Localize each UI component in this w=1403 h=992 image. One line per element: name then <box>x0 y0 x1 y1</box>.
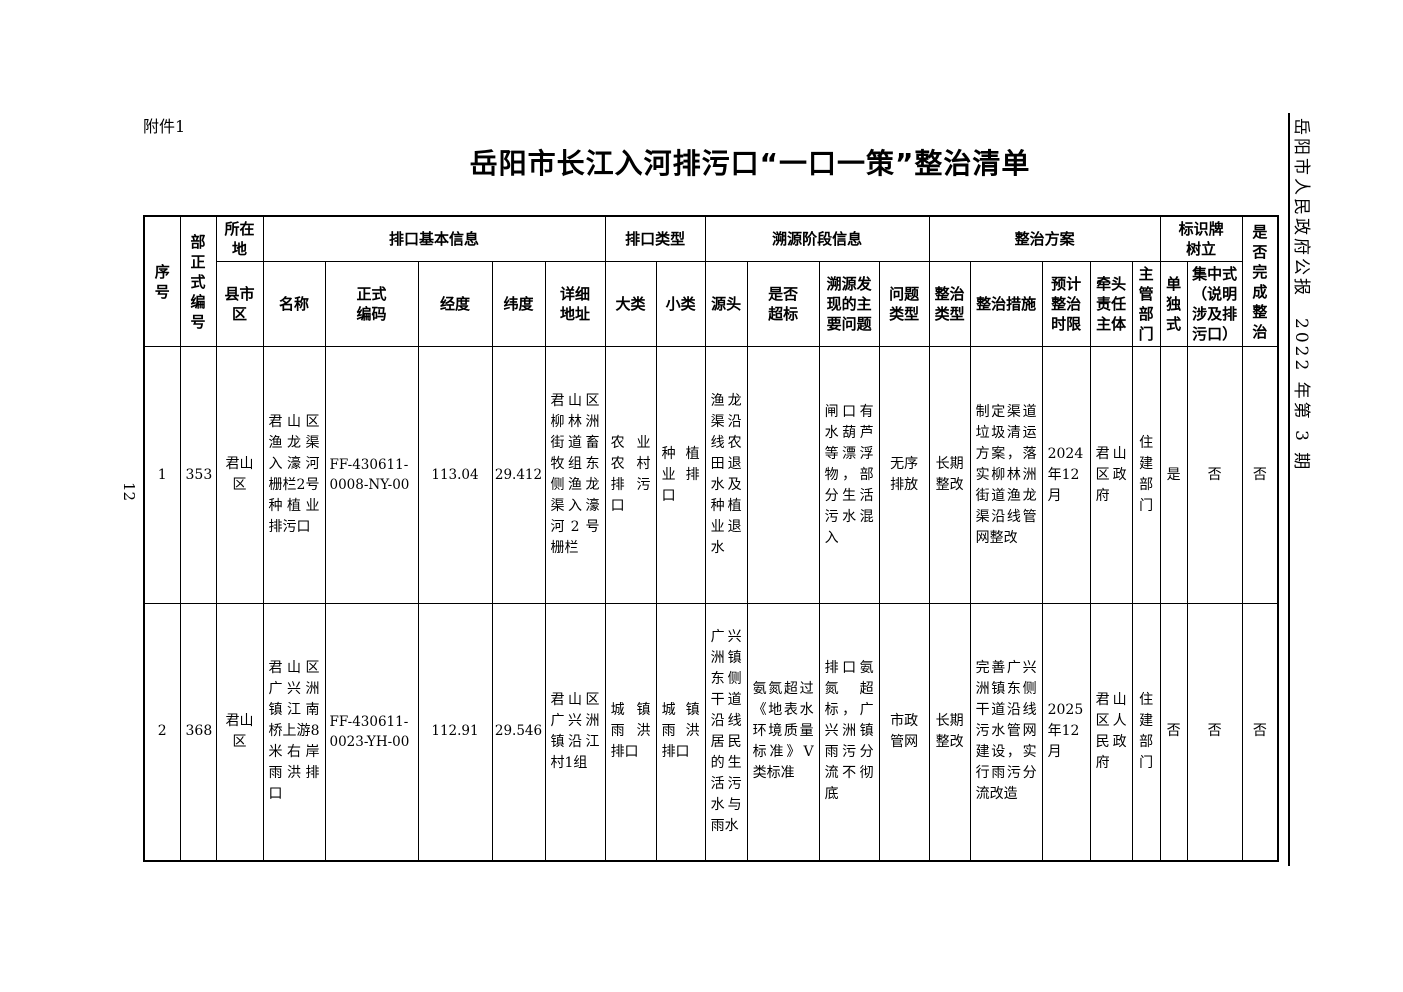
cell-ministry-no: 353 <box>179 346 217 604</box>
header-issues: 溯源发 现的主 要问题 <box>818 261 880 347</box>
header-rectify-type: 整治 类型 <box>928 261 971 347</box>
cell-completed: 否 <box>1241 346 1279 604</box>
table-row: 1 353 君山区 君山区渔龙渠入濠河栅栏2号种植业排污口 FF-430611-… <box>143 346 1279 604</box>
header-major: 大类 <box>604 261 657 347</box>
attachment-label: 附件1 <box>143 117 186 136</box>
cell-completed: 否 <box>1241 603 1279 861</box>
sidebar-divider <box>1288 113 1290 866</box>
cell-name: 君山区广兴洲镇江南桥上游8米右岸雨洪排口 <box>262 603 326 861</box>
cell-major: 农业农村排污口 <box>604 346 657 604</box>
cell-dept: 住建部门 <box>1131 346 1161 604</box>
header-lead: 牵头 责任 主体 <box>1089 261 1133 347</box>
header-type-group: 排口类型 <box>604 215 706 262</box>
header-seq: 序 号 <box>143 215 181 347</box>
cell-district: 君山区 <box>215 346 264 604</box>
cell-issue-type: 无序排放 <box>878 346 930 604</box>
header-name: 名称 <box>262 261 326 347</box>
cell-official-code: FF-430611-0023-YH-00 <box>324 603 419 861</box>
cell-source: 广兴洲镇东侧干道沿线居民的生活污水与雨水 <box>704 603 748 861</box>
header-official-code: 正式 编码 <box>324 261 419 347</box>
cell-major: 城镇雨洪排口 <box>604 603 657 861</box>
gazette-sidebar-text: 岳阳市人民政府公报 2022 年第 3 期 <box>1291 118 1311 473</box>
cell-standalone: 否 <box>1159 603 1188 861</box>
cell-longitude: 112.91 <box>417 603 493 861</box>
header-source: 源头 <box>704 261 748 347</box>
cell-exceed: 氨氮超过《地表水环境质量标准》V类标准 <box>746 603 820 861</box>
cell-issues: 闸口有水葫芦等漂浮物，部分生活污水混入 <box>818 346 880 604</box>
cell-ministry-no: 368 <box>179 603 217 861</box>
header-sign-group: 标识牌 树立 <box>1159 215 1243 262</box>
cell-centralized: 否 <box>1186 346 1243 604</box>
header-trace-group: 溯源阶段信息 <box>704 215 930 262</box>
cell-issue-type: 市政管网 <box>878 603 930 861</box>
cell-minor: 种植业排口 <box>655 346 706 604</box>
header-centralized: 集中式 （说明 涉及排 污口） <box>1186 261 1243 347</box>
cell-district: 君山区 <box>215 603 264 861</box>
cell-minor: 城镇雨洪排口 <box>655 603 706 861</box>
cell-exceed <box>746 346 820 604</box>
cell-address: 君山区广兴洲镇沿江村1组 <box>544 603 606 861</box>
table-row: 2 368 君山区 君山区广兴洲镇江南桥上游8米右岸雨洪排口 FF-430611… <box>143 603 1279 861</box>
header-dept: 主 管 部 门 <box>1131 261 1161 347</box>
header-minor: 小类 <box>655 261 706 347</box>
header-basic-group: 排口基本信息 <box>262 215 606 262</box>
remediation-list-table: 序 号 部 正 式 编 号 所在 地 排口基本信息 排口类型 溯源阶段信息 整治… <box>143 215 1280 862</box>
header-district: 县市 区 <box>215 261 264 347</box>
page-title: 岳阳市长江入河排污口“一口一策”整治清单 <box>469 147 1031 180</box>
cell-seq: 1 <box>143 346 181 604</box>
header-address: 详细 地址 <box>544 261 606 347</box>
cell-issues: 排口氨氮超标，广兴洲镇雨污分流不彻底 <box>818 603 880 861</box>
cell-lead: 君山区人民政府 <box>1089 603 1133 861</box>
cell-measures: 完善广兴洲镇东侧干道沿线污水管网建设，实行雨污分流改造 <box>969 603 1043 861</box>
header-completed: 是 否 完 成 整 治 <box>1241 215 1279 347</box>
cell-lead: 君山区政府 <box>1089 346 1133 604</box>
header-measures: 整治措施 <box>969 261 1043 347</box>
cell-standalone: 是 <box>1159 346 1188 604</box>
header-longitude: 经度 <box>417 261 493 347</box>
cell-name: 君山区渔龙渠入濠河栅栏2号种植业排污口 <box>262 346 326 604</box>
cell-source: 渔龙渠沿线农田退水及种植业退水 <box>704 346 748 604</box>
header-ministry-no: 部 正 式 编 号 <box>179 215 217 347</box>
header-location-group: 所在 地 <box>215 215 264 262</box>
header-standalone: 单 独 式 <box>1159 261 1188 347</box>
header-exceed: 是否 超标 <box>746 261 820 347</box>
cell-longitude: 113.04 <box>417 346 493 604</box>
header-plan-group: 整治方案 <box>928 215 1161 262</box>
cell-centralized: 否 <box>1186 603 1243 861</box>
cell-latitude: 29.412 <box>491 346 546 604</box>
cell-rectify-type: 长期整改 <box>928 346 971 604</box>
header-issue-type: 问题 类型 <box>878 261 930 347</box>
cell-deadline: 2024年12月 <box>1041 346 1091 604</box>
header-deadline: 预计 整治 时限 <box>1041 261 1091 347</box>
cell-address: 君山区柳林洲街道畜牧组东侧渔龙渠入濠河2号栅栏 <box>544 346 606 604</box>
cell-dept: 住建部门 <box>1131 603 1161 861</box>
page-number: 12 <box>120 482 138 502</box>
cell-deadline: 2025年12月 <box>1041 603 1091 861</box>
cell-latitude: 29.546 <box>491 603 546 861</box>
cell-official-code: FF-430611-0008-NY-00 <box>324 346 419 604</box>
cell-measures: 制定渠道垃圾清运方案，落实柳林洲街道渔龙渠沿线管网整改 <box>969 346 1043 604</box>
cell-seq: 2 <box>143 603 181 861</box>
cell-rectify-type: 长期整改 <box>928 603 971 861</box>
header-latitude: 纬度 <box>491 261 546 347</box>
